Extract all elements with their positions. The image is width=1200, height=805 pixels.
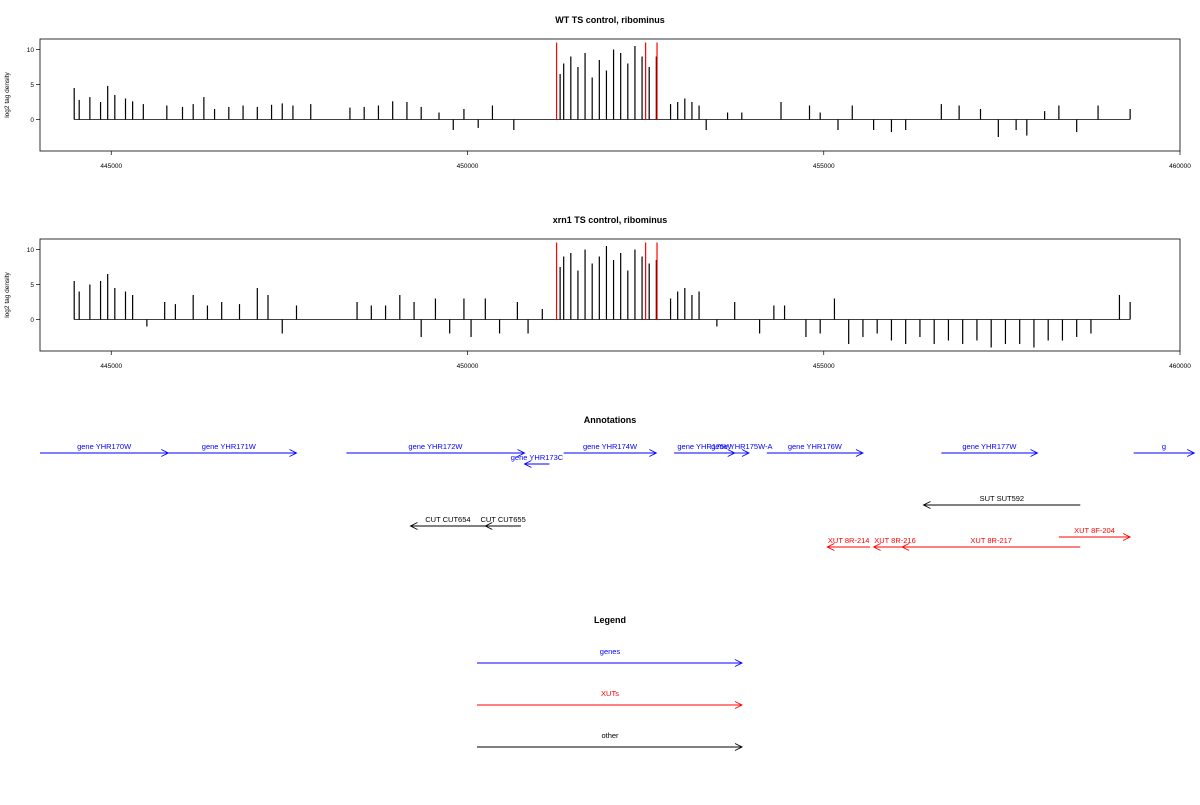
x-tick-label: 445000 bbox=[100, 363, 122, 370]
feature-label: XUT 8R-216 bbox=[874, 536, 916, 545]
legend-label: XUTs bbox=[601, 689, 619, 698]
plot-frame bbox=[39, 238, 1181, 352]
annotations-title: Annotations bbox=[584, 415, 637, 425]
y-tick-label: 10 bbox=[27, 247, 35, 254]
arrow-head bbox=[734, 701, 744, 709]
arrow-head bbox=[826, 543, 835, 551]
y-tick-label: 0 bbox=[30, 117, 34, 124]
panel-wt: WT TS control, ribominus log2 tag densit… bbox=[4, 15, 1191, 170]
legend-title: Legend bbox=[594, 615, 626, 625]
arrow-head bbox=[289, 449, 298, 457]
feature-label: gene YHR173C bbox=[511, 453, 564, 462]
feature-label: CUT CUT654 bbox=[425, 515, 470, 524]
y-tick-label: 5 bbox=[30, 82, 34, 89]
panel-title: WT TS control, ribominus bbox=[555, 15, 665, 25]
legend: Legend genes XUTs other bbox=[477, 615, 744, 751]
legend-items: genes XUTs other bbox=[477, 647, 744, 751]
feature-label: gene YHR176W bbox=[788, 442, 843, 451]
plot-frame bbox=[39, 38, 1181, 152]
arrow-head bbox=[734, 743, 744, 751]
arrow-head bbox=[741, 449, 750, 457]
feature-label: XUT 8F-204 bbox=[1074, 526, 1115, 535]
arrow-head bbox=[1122, 533, 1132, 541]
arrow-head bbox=[1030, 449, 1039, 457]
feature-label: XUT 8R-214 bbox=[828, 536, 870, 545]
feature-label: gene YHR175W-A bbox=[711, 442, 772, 451]
arrow-head bbox=[1187, 449, 1196, 457]
y-axis-label: log2 tag density bbox=[4, 71, 11, 117]
x-tick-label: 445000 bbox=[100, 163, 122, 170]
feature-label: CUT CUT655 bbox=[480, 515, 525, 524]
feature-label: gene YHR171W bbox=[202, 442, 257, 451]
y-axis: 0 5 10 bbox=[27, 247, 40, 324]
arrow-head bbox=[855, 449, 864, 457]
arrow-head bbox=[409, 522, 418, 530]
feature-label: SUT SUT592 bbox=[980, 494, 1024, 503]
annotations-panel: Annotations gene YHR170W gene YHR171W gene… bbox=[40, 415, 1196, 551]
y-tick-label: 5 bbox=[30, 282, 34, 289]
annotation-features: gene YHR170W gene YHR171W gene YHR172W gene… bbox=[40, 442, 1196, 551]
feature-label: gene YHR174W bbox=[583, 442, 638, 451]
arrow-head bbox=[523, 460, 532, 468]
arrow-head bbox=[734, 659, 744, 667]
y-axis-label: log2 tag density bbox=[4, 271, 11, 317]
feature-label: g bbox=[1162, 442, 1166, 451]
arrow-head bbox=[901, 543, 910, 551]
x-tick-label: 450000 bbox=[457, 363, 479, 370]
arrow-head bbox=[872, 543, 881, 551]
y-axis: 0 5 10 bbox=[27, 47, 40, 124]
feature-label: gene YHR170W bbox=[77, 442, 132, 451]
x-tick-label: 450000 bbox=[457, 163, 479, 170]
x-axis: 445000 450000 455000 460000 bbox=[100, 351, 1191, 370]
x-tick-label: 460000 bbox=[1169, 363, 1191, 370]
feature-label: gene YHR172W bbox=[408, 442, 463, 451]
feature-label: XUT 8R-217 bbox=[970, 536, 1012, 545]
feature-label: gene YHR177W bbox=[962, 442, 1017, 451]
x-axis: 445000 450000 455000 460000 bbox=[100, 151, 1191, 170]
legend-label: other bbox=[601, 731, 619, 740]
panel-title: xrn1 TS control, ribominus bbox=[553, 215, 668, 225]
y-tick-label: 0 bbox=[30, 317, 34, 324]
legend-label: genes bbox=[600, 647, 621, 656]
x-tick-label: 460000 bbox=[1169, 163, 1191, 170]
panel-xrn1: xrn1 TS control, ribominus log2 tag dens… bbox=[4, 215, 1191, 370]
bars bbox=[73, 42, 1131, 137]
bars bbox=[73, 242, 1131, 348]
feature-label: gene YHR175W bbox=[677, 442, 732, 451]
arrow-head bbox=[484, 522, 493, 530]
arrow-head bbox=[517, 449, 526, 457]
arrow-head bbox=[922, 501, 931, 509]
arrow-head bbox=[649, 449, 658, 457]
x-tick-label: 455000 bbox=[813, 363, 835, 370]
x-tick-label: 455000 bbox=[813, 163, 835, 170]
y-tick-label: 10 bbox=[27, 47, 35, 54]
